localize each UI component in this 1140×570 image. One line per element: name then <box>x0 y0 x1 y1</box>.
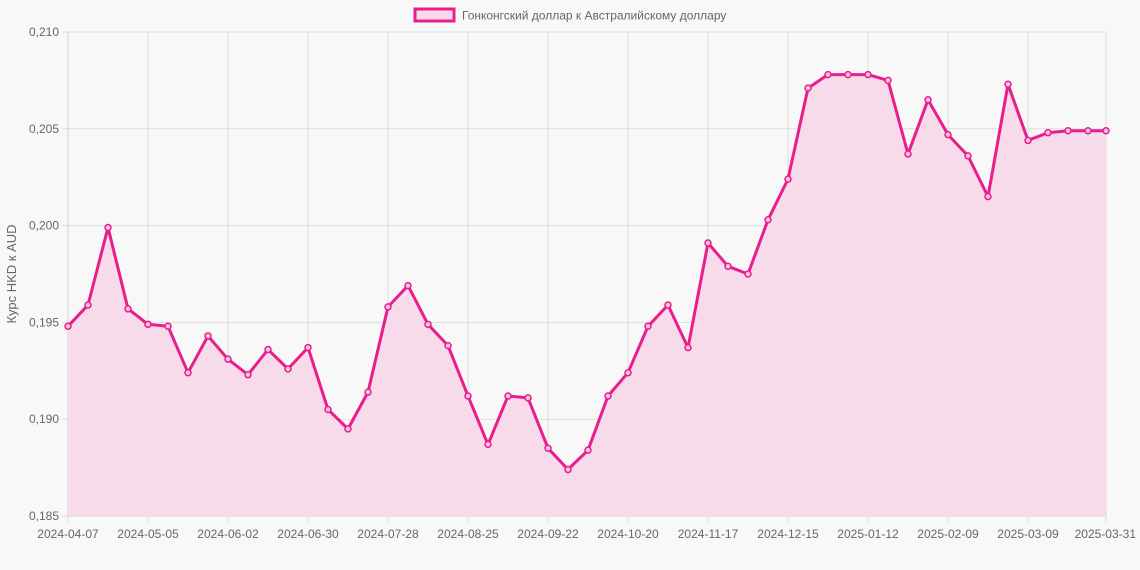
x-tick-label: 2025-01-12 <box>837 527 899 541</box>
y-tick-label: 0,200 <box>29 219 59 233</box>
y-axis-ticks: 0,185 0,190 0,195 0,200 0,205 0,210 <box>29 25 59 523</box>
data-point[interactable] <box>424 320 432 329</box>
data-point[interactable] <box>1084 126 1092 135</box>
x-tick-label: 2024-04-07 <box>37 527 99 541</box>
data-point[interactable] <box>484 440 492 449</box>
data-point[interactable] <box>264 345 272 354</box>
data-point[interactable] <box>564 465 572 474</box>
data-point[interactable] <box>1024 136 1032 145</box>
data-point[interactable] <box>184 368 192 377</box>
data-points[interactable] <box>64 70 1110 474</box>
data-point[interactable] <box>84 301 92 309</box>
data-point[interactable] <box>604 392 612 400</box>
data-point[interactable] <box>1102 126 1110 135</box>
y-tick-label: 0,205 <box>29 122 59 136</box>
data-point[interactable] <box>984 192 992 201</box>
x-tick-label: 2024-07-28 <box>357 527 419 541</box>
data-point[interactable] <box>864 70 872 79</box>
data-point[interactable] <box>384 303 392 311</box>
data-point[interactable] <box>784 175 792 183</box>
data-point[interactable] <box>844 70 852 79</box>
data-point[interactable] <box>124 305 132 313</box>
data-point[interactable] <box>464 392 472 400</box>
data-point[interactable] <box>544 444 552 452</box>
data-point[interactable] <box>144 320 152 329</box>
data-point[interactable] <box>904 150 912 158</box>
data-point[interactable] <box>644 322 652 331</box>
x-tick-label: 2024-05-05 <box>117 527 179 541</box>
data-point[interactable] <box>964 152 972 160</box>
data-point[interactable] <box>444 341 452 350</box>
data-point[interactable] <box>64 322 72 331</box>
data-point[interactable] <box>744 270 752 278</box>
x-axis-ticks: 2024-04-07 2024-05-05 2024-06-02 2024-06-30… <box>37 527 1136 541</box>
data-point[interactable] <box>764 216 772 224</box>
data-point[interactable] <box>1044 128 1052 137</box>
x-tick-label: 2025-03-31 <box>1075 527 1137 541</box>
data-point[interactable] <box>704 239 712 247</box>
data-point[interactable] <box>1004 80 1012 89</box>
x-tick-label: 2024-08-25 <box>437 527 499 541</box>
data-point[interactable] <box>684 343 692 352</box>
y-tick-label: 0,210 <box>29 25 59 39</box>
data-point[interactable] <box>164 322 172 331</box>
data-point[interactable] <box>344 425 352 433</box>
x-tick-label: 2024-10-20 <box>597 527 659 541</box>
x-tick-label: 2024-06-02 <box>197 527 259 541</box>
legend-label[interactable]: Гонконгский доллар к Австралийскому долл… <box>462 9 726 23</box>
data-point[interactable] <box>664 301 672 309</box>
x-tick-label: 2024-06-30 <box>277 527 339 541</box>
data-point[interactable] <box>364 388 372 396</box>
data-point[interactable] <box>244 370 252 379</box>
data-point[interactable] <box>924 96 932 104</box>
data-point[interactable] <box>204 332 212 340</box>
data-point[interactable] <box>284 365 292 373</box>
data-point[interactable] <box>324 405 332 414</box>
data-point[interactable] <box>504 392 512 400</box>
data-point[interactable] <box>224 355 232 363</box>
data-point[interactable] <box>824 70 832 79</box>
y-tick-label: 0,195 <box>29 315 59 329</box>
data-point[interactable] <box>804 84 812 92</box>
data-point[interactable] <box>1064 126 1072 135</box>
y-axis-title: Курс HKD к AUD <box>4 224 19 323</box>
data-point[interactable] <box>404 281 412 290</box>
x-tick-label: 2024-09-22 <box>517 527 579 541</box>
data-point[interactable] <box>944 130 952 139</box>
y-tick-label: 0,190 <box>29 412 59 426</box>
legend-swatch[interactable] <box>413 7 456 23</box>
x-tick-label: 2025-03-09 <box>997 527 1059 541</box>
series-area-fill <box>68 74 1106 516</box>
data-point[interactable] <box>884 76 892 85</box>
data-point[interactable] <box>304 343 312 352</box>
data-point[interactable] <box>724 262 732 271</box>
data-point[interactable] <box>584 446 592 454</box>
y-tick-label: 0,185 <box>29 509 59 523</box>
data-point[interactable] <box>524 394 532 402</box>
data-point[interactable] <box>624 368 632 377</box>
data-point[interactable] <box>104 223 112 232</box>
x-tick-label: 2025-02-09 <box>917 527 979 541</box>
legend[interactable]: Гонконгский доллар к Австралийскому долл… <box>413 7 726 23</box>
x-tick-label: 2024-12-15 <box>757 527 819 541</box>
x-tick-label: 2024-11-17 <box>678 527 739 541</box>
